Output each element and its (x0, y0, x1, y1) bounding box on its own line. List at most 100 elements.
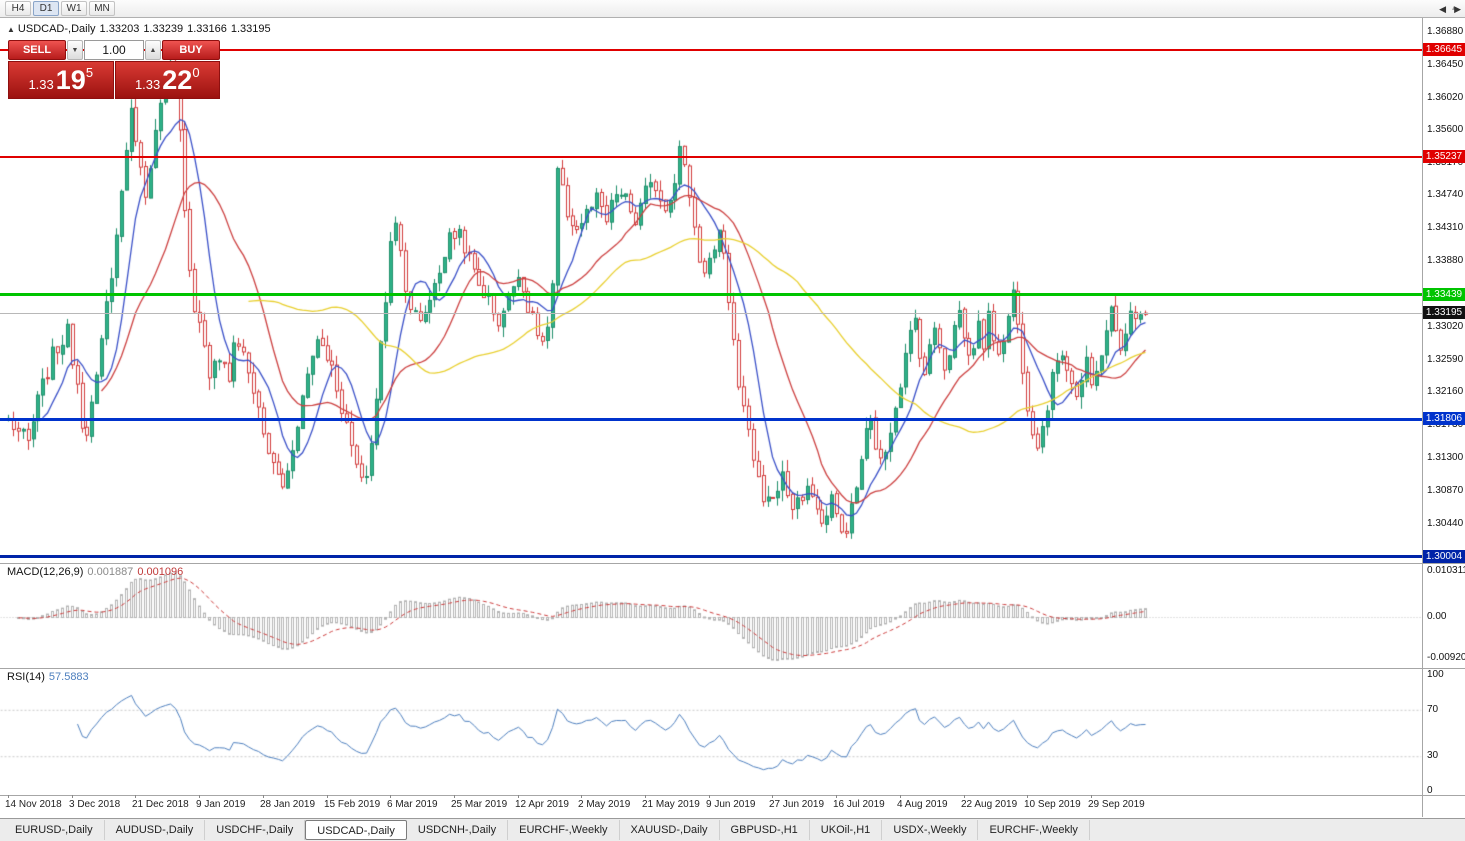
chart-tab[interactable]: USDX-,Weekly (882, 820, 979, 840)
date-axis-label: 3 Dec 2018 (69, 799, 121, 810)
buy-price-pips: 22 (162, 64, 193, 95)
timeframe-button-d1[interactable]: D1 (33, 1, 59, 16)
pivot-line-green[interactable] (0, 293, 1422, 296)
date-axis-tick (263, 795, 264, 798)
date-axis-tick (581, 795, 582, 798)
pane-separator[interactable] (0, 563, 1465, 564)
sell-price-display[interactable]: 1.33 19 5 (8, 61, 114, 99)
date-axis-label: 21 May 2019 (642, 799, 700, 810)
date-axis-tick (772, 795, 773, 798)
support-line-2[interactable] (0, 555, 1422, 558)
date-axis-label: 9 Jan 2019 (196, 799, 246, 810)
price-axis-label: 1.33020 (1427, 320, 1464, 332)
resistance-line-2[interactable] (0, 156, 1422, 158)
sell-button[interactable]: SELL (8, 40, 66, 60)
chart-tab-active[interactable]: USDCAD-,Daily (305, 820, 407, 840)
sell-price-pipette: 5 (85, 64, 94, 80)
timeframe-button-h4[interactable]: H4 (5, 1, 31, 16)
timeframe-button-w1[interactable]: W1 (61, 1, 87, 16)
date-axis-tick (72, 795, 73, 798)
price-axis-label: 1.32160 (1427, 386, 1464, 398)
chart-tab-bar: EURUSD-,Daily AUDUSD-,Daily USDCHF-,Daily U… (0, 818, 1465, 841)
timeframe-toolbar: H4 D1 W1 MN (0, 0, 1465, 18)
resistance-line-1[interactable] (0, 49, 1422, 51)
chart-tab[interactable]: EURCHF-,Weekly (508, 820, 620, 840)
chart-title: USDCAD-,Daily (17, 23, 96, 35)
date-axis-label: 6 Mar 2019 (387, 799, 438, 810)
toolbar-overflow-icon[interactable]: ▴ (1451, 3, 1456, 12)
date-axis-label: 10 Sep 2019 (1024, 799, 1081, 810)
buy-price-pipette: 0 (192, 64, 200, 80)
pane-separator[interactable] (0, 795, 1465, 796)
support-line-1[interactable] (0, 418, 1422, 421)
ohlc-low: 1.33166 (187, 23, 227, 35)
price-axis-label: 1.36020 (1427, 91, 1464, 103)
sell-price-base: 1.33 (28, 76, 54, 92)
chart-tab[interactable]: GBPUSD-,H1 (720, 820, 810, 840)
price-axis-border (1422, 18, 1423, 817)
volume-input[interactable]: 1.00 (84, 40, 144, 60)
price-axis-label: 1.35600 (1427, 123, 1464, 135)
price-axis-label: 1.36880 (1427, 26, 1464, 37)
up-arrow-icon: ▲ (149, 46, 157, 54)
macd-axis-label: 0.00 (1427, 611, 1447, 622)
price-axis-label: 1.33880 (1427, 255, 1464, 267)
down-arrow-icon: ▼ (71, 46, 79, 54)
buy-button[interactable]: BUY (162, 40, 220, 60)
date-axis-tick (8, 795, 9, 798)
date-axis-tick (199, 795, 200, 798)
date-axis-tick (836, 795, 837, 798)
current-price-label: 1.33195 (1423, 306, 1465, 319)
date-axis-label: 28 Jan 2019 (260, 799, 316, 810)
date-axis-tick (135, 795, 136, 798)
chart-tab[interactable]: XAUUSD-,Daily (620, 820, 720, 840)
ohlc-open: 1.33203 (99, 23, 140, 35)
chart-tab[interactable]: UKOil-,H1 (810, 820, 883, 840)
resistance-line-2-label: 1.35237 (1423, 150, 1465, 163)
support-line-1-label: 1.31806 (1423, 412, 1465, 425)
price-axis-label: 1.30870 (1427, 484, 1464, 496)
date-axis-label: 27 Jun 2019 (769, 799, 825, 810)
macd-main-value: 0.001887 (87, 566, 134, 578)
buy-price-display[interactable]: 1.33 22 0 (114, 61, 220, 99)
resistance-line-1-label: 1.36645 (1423, 43, 1465, 56)
chart-tab[interactable]: EURUSD-,Daily (4, 820, 105, 840)
volume-increase-button[interactable]: ▲ (145, 40, 161, 60)
date-axis-tick (1091, 795, 1092, 798)
ohlc-high: 1.33239 (143, 23, 184, 35)
one-click-trading-panel: SELL ▼ 1.00 ▲ BUY 1.33 19 5 1.33 22 0 (8, 40, 220, 99)
date-axis-label: 16 Jul 2019 (833, 799, 885, 810)
tab-scroll-nav: ◀ ▶ (1439, 4, 1461, 15)
chart-window: ▲ USDCAD-,Daily 1.33203 1.33239 1.33166 1.331… (0, 18, 1465, 818)
date-axis-label: 14 Nov 2018 (5, 799, 62, 810)
date-axis-label: 12 Apr 2019 (515, 799, 569, 810)
chart-tab[interactable]: AUDUSD-,Daily (105, 820, 206, 840)
buy-price-base: 1.33 (134, 76, 161, 92)
rsi-value: 57.5883 (48, 671, 89, 683)
chart-tab[interactable]: USDCHF-,Daily (205, 820, 306, 840)
date-axis-label: 2 May 2019 (578, 799, 631, 810)
timeframe-button-mn[interactable]: MN (89, 1, 115, 16)
rsi-name: RSI(14) (7, 671, 45, 683)
price-axis-label: 1.34740 (1427, 189, 1464, 201)
pane-separator[interactable] (0, 668, 1465, 669)
macd-indicator-label: MACD(12,26,9) 0.001887 0.001096 (7, 566, 187, 578)
tabs-scroll-right-icon[interactable]: ▶ (1454, 4, 1461, 14)
date-axis-label: 4 Aug 2019 (897, 799, 948, 810)
date-axis-tick (645, 795, 646, 798)
date-axis-tick (709, 795, 710, 798)
date-axis-tick (518, 795, 519, 798)
price-axis-label: 1.30440 (1427, 517, 1464, 529)
chart-expand-icon[interactable]: ▲ (7, 25, 15, 34)
chart-tab[interactable]: USDCNH-,Daily (407, 820, 509, 840)
chart-tab[interactable]: EURCHF-,Weekly (978, 820, 1090, 840)
rsi-axis-label: 0 (1427, 785, 1433, 796)
support-line-2-label: 1.30004 (1423, 550, 1465, 563)
current-price-line (0, 313, 1422, 314)
tabs-scroll-left-icon[interactable]: ◀ (1439, 4, 1447, 14)
macd-name: MACD(12,26,9) (7, 566, 84, 578)
date-axis-tick (964, 795, 965, 798)
date-axis-label: 29 Sep 2019 (1088, 799, 1145, 810)
date-axis-label: 21 Dec 2018 (132, 799, 189, 810)
volume-decrease-button[interactable]: ▼ (67, 40, 83, 60)
